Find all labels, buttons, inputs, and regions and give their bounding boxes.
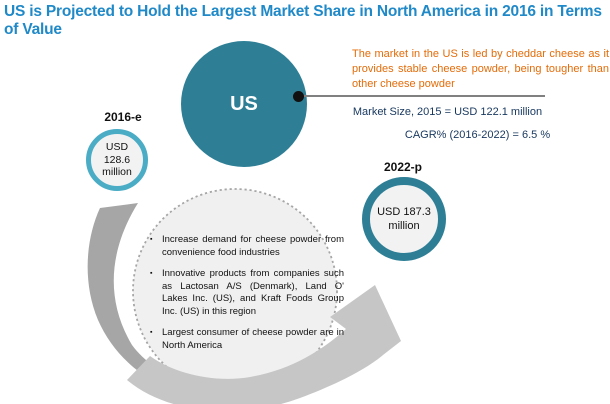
insight-text: Largest consumer of cheese powder are in… bbox=[162, 327, 344, 351]
slide-title: US is Projected to Hold the Largest Mark… bbox=[4, 3, 602, 38]
light-swoosh-arrow bbox=[127, 285, 401, 404]
value-2016: USD 128.6 million bbox=[102, 141, 132, 179]
value-circle-2022: USD 187.3 million bbox=[362, 177, 446, 261]
insights-list: ▪ Increase demand for cheese powder from… bbox=[150, 234, 344, 361]
insight-text: Increase demand for cheese powder from c… bbox=[162, 234, 344, 258]
dark-swoosh-arrow bbox=[87, 203, 238, 404]
callout-connector-dot bbox=[293, 91, 304, 102]
insights-dotted-circle bbox=[132, 188, 338, 394]
year-label-2022p: 2022-p bbox=[383, 160, 423, 174]
bullet-icon: ▪ bbox=[150, 270, 153, 277]
value-circle-2016: USD 128.6 million bbox=[86, 129, 148, 191]
us-bubble-label: US bbox=[230, 92, 258, 115]
us-market-bubble: US bbox=[181, 41, 307, 167]
list-item: ▪ Increase demand for cheese powder from… bbox=[150, 234, 344, 259]
bullet-icon: ▪ bbox=[150, 329, 153, 336]
list-item: ▪ Innovative products from companies suc… bbox=[150, 268, 344, 318]
callout-note: The market in the US is led by cheddar c… bbox=[352, 48, 609, 90]
year-label-2016e: 2016-e bbox=[104, 110, 142, 124]
value-2022: USD 187.3 million bbox=[377, 206, 431, 232]
market-size-2015: Market Size, 2015 = USD 122.1 million bbox=[352, 106, 543, 118]
bullet-icon: ▪ bbox=[150, 236, 153, 243]
cagr-value: CAGR% (2016-2022) = 6.5 % bbox=[404, 129, 551, 141]
list-item: ▪ Largest consumer of cheese powder are … bbox=[150, 327, 344, 352]
callout-connector-line bbox=[298, 95, 545, 97]
insight-text: Innovative products from companies such … bbox=[162, 268, 344, 317]
